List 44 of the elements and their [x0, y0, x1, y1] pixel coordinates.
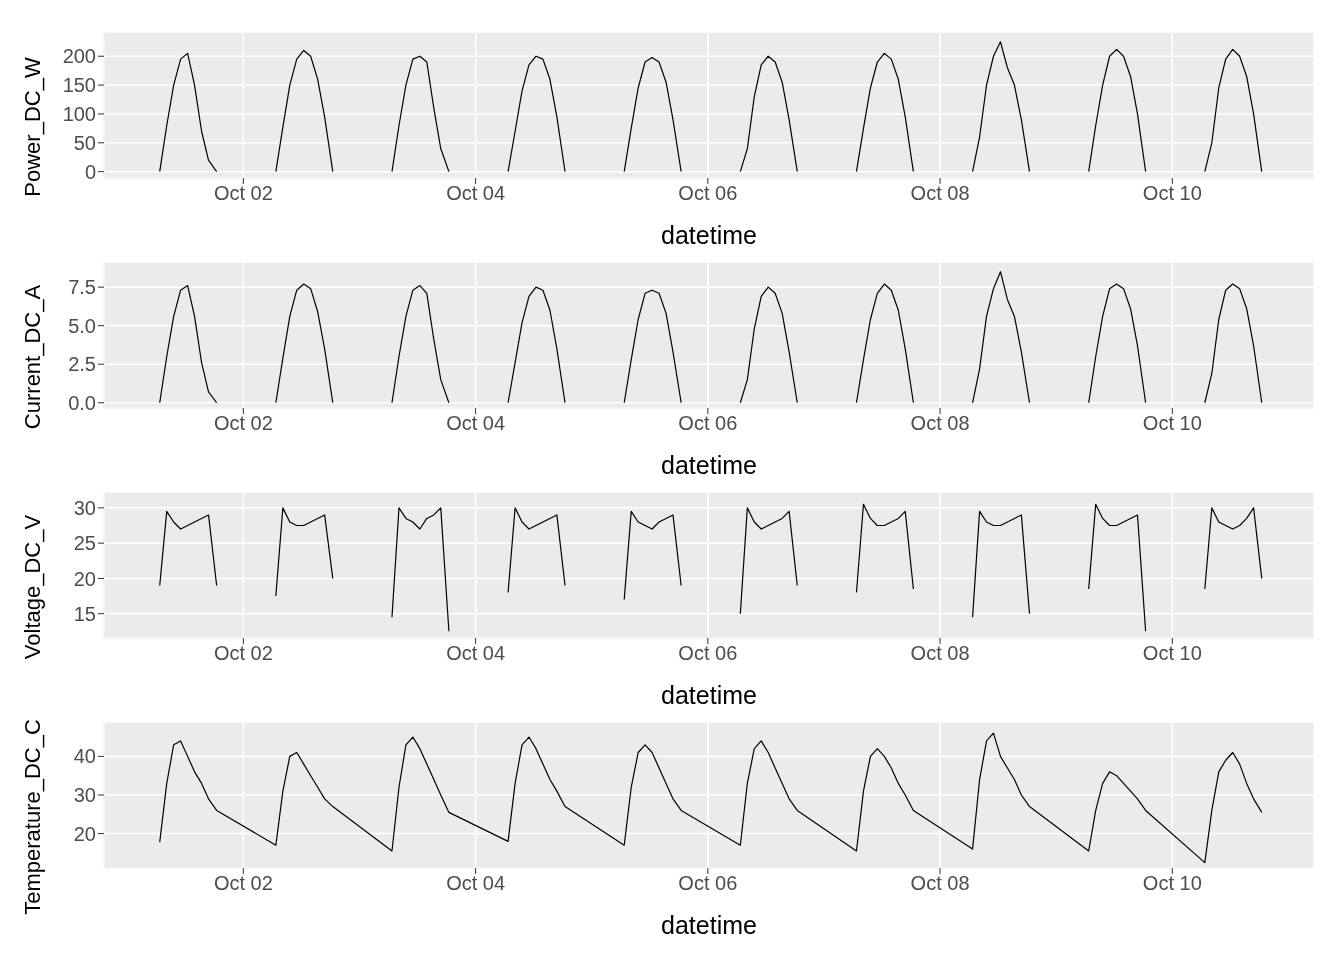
- x-tick-label: Oct 02: [213, 182, 273, 205]
- y-axis-title: Voltage_DC_V: [19, 514, 45, 660]
- x-tick-label: Oct 10: [1142, 872, 1202, 895]
- x-tick-label: Oct 08: [910, 642, 970, 665]
- y-tick-label: 0.0: [68, 391, 96, 414]
- y-tick-label: 30: [73, 784, 96, 807]
- x-tick-label: Oct 04: [446, 872, 506, 895]
- x-tick-label: Oct 08: [910, 872, 970, 895]
- x-tick-label: Oct 06: [678, 642, 738, 665]
- y-axis-title: Temperature_DC_C: [19, 719, 45, 915]
- y-tick-label: 40: [73, 745, 96, 768]
- y-tick-label: 2.5: [68, 353, 96, 376]
- x-tick-label: Oct 06: [678, 182, 738, 205]
- x-tick-label: Oct 10: [1142, 412, 1202, 435]
- x-tick-label: Oct 10: [1142, 182, 1202, 205]
- y-tick-label: 20: [73, 567, 96, 590]
- x-tick-label: Oct 04: [446, 182, 506, 205]
- x-axis-title: datetime: [661, 911, 757, 939]
- x-tick-label: Oct 06: [678, 872, 738, 895]
- y-tick-label: 100: [62, 103, 96, 126]
- x-tick-label: Oct 04: [446, 412, 506, 435]
- y-tick-label: 7.5: [68, 276, 96, 299]
- y-tick-label: 200: [62, 45, 96, 68]
- y-tick-label: 30: [73, 496, 96, 519]
- x-axis-title: datetime: [661, 451, 757, 479]
- x-tick-label: Oct 10: [1142, 642, 1202, 665]
- y-axis-title: Power_DC_W: [19, 57, 45, 197]
- y-tick-label: 0: [84, 160, 96, 183]
- y-tick-label: 25: [73, 532, 96, 555]
- y-tick-label: 20: [73, 822, 96, 845]
- y-tick-label: 50: [73, 131, 96, 154]
- x-tick-label: Oct 02: [213, 872, 273, 895]
- x-tick-label: Oct 08: [910, 182, 970, 205]
- x-tick-label: Oct 08: [910, 412, 970, 435]
- y-tick-label: 150: [62, 74, 96, 97]
- x-tick-label: Oct 02: [213, 412, 273, 435]
- x-tick-label: Oct 02: [213, 642, 273, 665]
- y-axis-title: Current_DC_A: [19, 284, 45, 430]
- x-tick-label: Oct 04: [446, 642, 506, 665]
- y-tick-label: 5.0: [68, 314, 96, 337]
- x-axis-title: datetime: [661, 681, 757, 709]
- x-axis-title: datetime: [661, 221, 757, 249]
- x-tick-label: Oct 06: [678, 412, 738, 435]
- y-tick-label: 15: [73, 602, 96, 625]
